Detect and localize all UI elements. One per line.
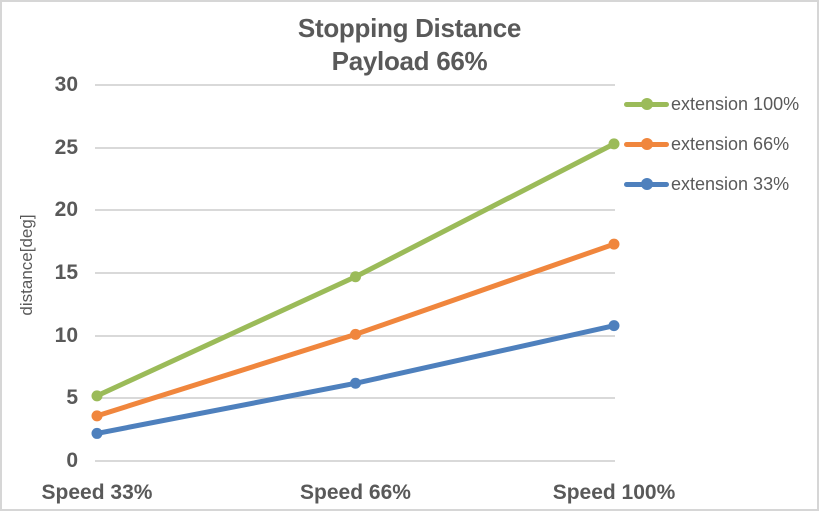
- gridline-y-25: [95, 146, 615, 149]
- series-plot: [91, 138, 620, 439]
- x-tick-label-1: Speed 33%: [41, 481, 153, 504]
- legend-label: extension 100%: [671, 93, 800, 114]
- legend-item-extension-100-: extension 100%: [624, 84, 814, 124]
- x-tick-label-2: Speed 66%: [300, 481, 411, 504]
- chart-title: Stopping Distance Payload 66%: [2, 12, 817, 78]
- data-point-extension-66--2: [350, 328, 361, 340]
- y-tick-label-25: 25: [54, 135, 78, 159]
- data-point-extension-100--1: [91, 390, 103, 402]
- y-tick-label-30: 30: [54, 73, 78, 96]
- data-point-extension-33--2: [350, 377, 361, 389]
- plot-area: [91, 84, 620, 462]
- data-point-extension-33--3: [608, 320, 620, 332]
- chart-title-line2: Payload 66%: [331, 46, 488, 76]
- y-tick-label-15: 15: [54, 261, 78, 284]
- y-tick-label-10: 10: [54, 323, 78, 347]
- legend-label: extension 66%: [671, 133, 790, 154]
- y-tick-label-20: 20: [54, 198, 78, 222]
- legend-line-marker-icon: [624, 138, 669, 150]
- data-point-extension-66--1: [91, 410, 103, 422]
- data-point-extension-33--1: [91, 427, 103, 439]
- data-point-extension-100--2: [350, 271, 361, 283]
- gridline-y-0: [95, 460, 615, 462]
- data-point-extension-100--3: [608, 138, 620, 150]
- legend-item-extension-33-: extension 33%: [624, 164, 814, 204]
- legend-line-marker-icon: [624, 98, 669, 110]
- y-tick-label-0: 0: [66, 449, 78, 472]
- y-tick-label-5: 5: [66, 386, 78, 410]
- legend-label: extension 33%: [671, 173, 790, 194]
- x-tick-label-3: Speed 100%: [552, 481, 676, 504]
- legend-line-marker-icon: [624, 178, 669, 190]
- gridline-y-20: [95, 209, 615, 212]
- gridline-y-30: [95, 84, 615, 86]
- chart-title-line1: Stopping Distance: [297, 13, 522, 43]
- data-point-extension-66--3: [608, 238, 620, 250]
- gridline-y-5: [95, 397, 615, 400]
- legend-item-extension-66-: extension 66%: [624, 124, 814, 164]
- legend: extension 100% extension 66% extension 33%: [624, 84, 814, 204]
